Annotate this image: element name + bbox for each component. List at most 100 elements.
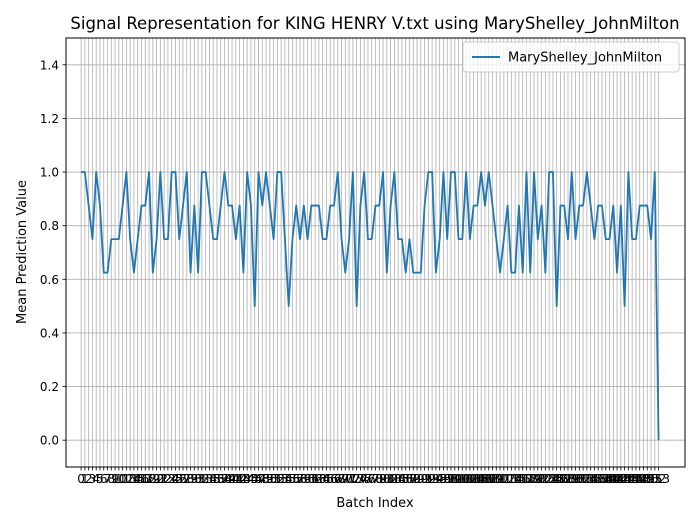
x-tick-label: 64 <box>315 472 330 486</box>
y-tick-label: 1.2 <box>40 112 59 126</box>
y-tick-label: 1.0 <box>40 166 59 180</box>
x-tick-label: 18 <box>141 472 156 486</box>
x-tick-label: 44 <box>240 472 255 486</box>
x-tick-label: 29 <box>183 472 198 486</box>
x-tick-label: 31 <box>190 472 205 486</box>
x-tick-label: 124 <box>538 472 561 486</box>
x-tick-label: 28 <box>179 472 194 486</box>
x-tick-label: 108 <box>477 472 500 486</box>
x-tick-label: 62 <box>307 472 322 486</box>
x-tick-label: 76 <box>360 472 375 486</box>
x-tick-label: 115 <box>504 472 527 486</box>
x-tick-label: 118 <box>515 472 538 486</box>
x-tick-label: 117 <box>511 472 534 486</box>
x-tick-label: 70 <box>338 472 353 486</box>
x-tick-label: 1 <box>81 472 89 486</box>
x-tick-label: 130 <box>560 472 583 486</box>
x-tick-label: 113 <box>496 472 519 486</box>
x-tick-label: 20 <box>149 472 164 486</box>
x-tick-label: 82 <box>383 472 398 486</box>
x-tick-label: 151 <box>640 472 663 486</box>
x-tick-label: 74 <box>353 472 368 486</box>
x-tick-label: 88 <box>406 472 421 486</box>
x-tick-label: 19 <box>145 472 160 486</box>
x-tick-label: 49 <box>258 472 273 486</box>
x-tick-label: 67 <box>326 472 341 486</box>
legend-box <box>462 41 680 73</box>
x-tick-label: 126 <box>545 472 568 486</box>
y-tick-label: 0.4 <box>40 326 59 340</box>
x-tick-label: 65 <box>319 472 334 486</box>
x-tick-label: 78 <box>368 472 383 486</box>
x-tick-label: 137 <box>587 472 610 486</box>
x-tick-label: 40 <box>224 472 239 486</box>
series-lines <box>81 171 660 441</box>
x-tick-label: 24 <box>164 472 179 486</box>
x-tick-label: 122 <box>530 472 553 486</box>
x-tick-label: 53 <box>273 472 288 486</box>
y-axis-label: Mean Prediction Value <box>15 180 30 324</box>
x-tick-label: 71 <box>341 472 356 486</box>
x-tick-label: 102 <box>455 472 478 486</box>
x-tick-label: 92 <box>421 472 436 486</box>
x-tick-label: 90 <box>413 472 428 486</box>
x-tick-label: 37 <box>213 472 228 486</box>
x-tick-label: 22 <box>156 472 171 486</box>
x-tick-label: 47 <box>251 472 266 486</box>
x-tick-label: 87 <box>402 472 417 486</box>
x-tick-label: 98 <box>443 472 458 486</box>
x-tick-label: 73 <box>349 472 364 486</box>
x-tick-label: 5 <box>96 472 104 486</box>
x-tick-label: 129 <box>557 472 580 486</box>
x-tick-label: 110 <box>485 472 508 486</box>
x-tick-label: 145 <box>617 472 640 486</box>
x-tick-label: 15 <box>130 472 145 486</box>
x-tick-label: 136 <box>583 472 606 486</box>
x-tick-label: 141 <box>602 472 625 486</box>
x-tick-label: 41 <box>228 472 243 486</box>
x-tick-label: 55 <box>281 472 296 486</box>
x-tick-label: 39 <box>221 472 236 486</box>
x-tick-label: 95 <box>432 472 447 486</box>
x-tick-label: 21 <box>153 472 168 486</box>
x-tick-label: 97 <box>440 472 455 486</box>
x-tick-label: 133 <box>572 472 595 486</box>
x-tick-label: 142 <box>606 472 629 486</box>
x-tick-label: 143 <box>609 472 632 486</box>
x-tick-label: 13 <box>123 472 138 486</box>
x-tick-label: 51 <box>266 472 281 486</box>
x-tick-label: 146 <box>621 472 644 486</box>
x-tick-label: 152 <box>643 472 666 486</box>
x-axis-ticks: 0123456789101112131415161718192021222324… <box>77 467 670 486</box>
x-tick-label: 121 <box>526 472 549 486</box>
x-tick-label: 60 <box>300 472 315 486</box>
x-tick-label: 54 <box>277 472 292 486</box>
x-tick-label: 32 <box>194 472 209 486</box>
x-tick-label: 27 <box>175 472 190 486</box>
x-tick-label: 61 <box>304 472 319 486</box>
x-tick-label: 12 <box>119 472 134 486</box>
x-tick-label: 14 <box>126 472 141 486</box>
x-tick-label: 81 <box>379 472 394 486</box>
x-tick-label: 100 <box>447 472 470 486</box>
x-tick-label: 79 <box>372 472 387 486</box>
x-tick-label: 116 <box>507 472 530 486</box>
x-tick-label: 26 <box>172 472 187 486</box>
x-tick-label: 58 <box>292 472 307 486</box>
x-tick-label: 109 <box>481 472 504 486</box>
x-tick-label: 91 <box>417 472 432 486</box>
x-tick-label: 128 <box>553 472 576 486</box>
x-tick-label: 84 <box>391 472 406 486</box>
y-tick-label: 1.4 <box>40 58 59 72</box>
x-tick-label: 111 <box>489 472 512 486</box>
x-tick-label: 144 <box>613 472 636 486</box>
y-tick-label: 0.6 <box>40 273 59 287</box>
x-tick-label: 75 <box>357 472 372 486</box>
x-tick-label: 45 <box>243 472 258 486</box>
x-tick-label: 89 <box>409 472 424 486</box>
x-tick-label: 59 <box>296 472 311 486</box>
y-tick-label: 0.8 <box>40 219 59 233</box>
x-tick-label: 48 <box>255 472 270 486</box>
x-tick-label: 132 <box>568 472 591 486</box>
